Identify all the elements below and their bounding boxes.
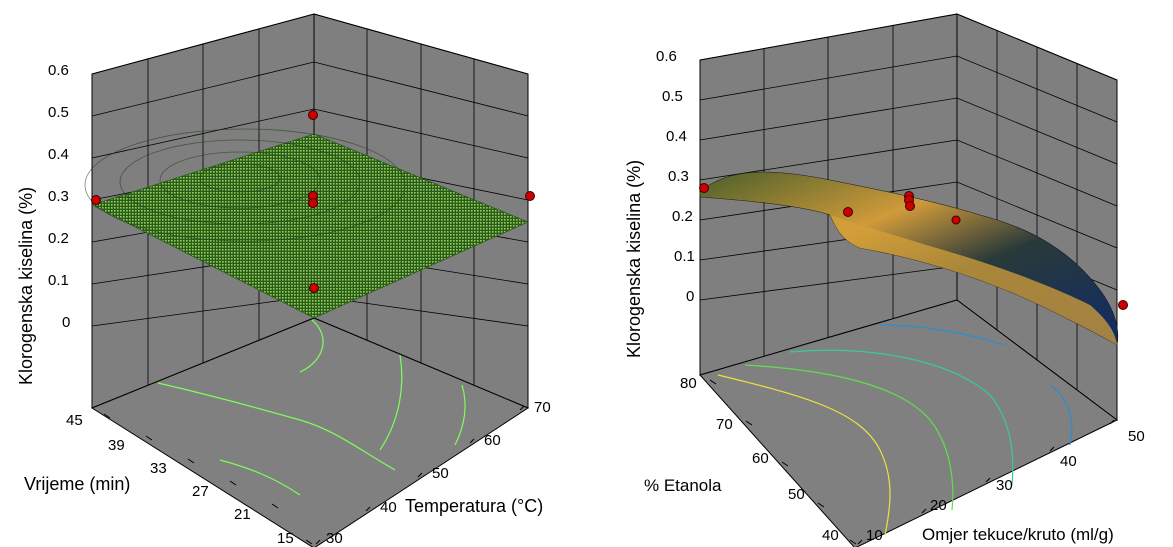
left-y-tick-label: 27	[192, 483, 209, 500]
right-floor	[699, 299, 1118, 547]
left-x-tick-label: 40	[380, 499, 397, 516]
left-surface-rings	[84, 128, 406, 242]
left-point	[308, 110, 318, 120]
right-y-tick-label: 60	[752, 450, 769, 467]
right-y-axis-label: % Etanola	[644, 476, 722, 495]
right-x-tick-label: 20	[930, 497, 947, 514]
right-point	[843, 207, 853, 217]
left-x-tick-label: 60	[484, 432, 501, 449]
right-y-ticks	[709, 379, 857, 545]
right-x-ticks	[857, 419, 1115, 545]
left-floor	[90, 317, 530, 547]
right-x-axis-label: Omjer tekuce/kruto (ml/g)	[922, 525, 1114, 544]
left-z-tick-label: 0.6	[48, 62, 69, 79]
left-z-axis-label: Klorogenska kiselina (%)	[16, 187, 36, 385]
left-y-axis-label: Vrijeme (min)	[24, 474, 130, 494]
left-y-tick-label: 15	[277, 530, 294, 547]
left-z-tick-label: 0	[62, 314, 70, 331]
left-z-tick-label: 0.4	[48, 146, 69, 163]
right-z-tick-label: 0	[686, 288, 694, 305]
left-x-ticks	[315, 405, 525, 545]
left-z-tick-label: 0.2	[48, 230, 69, 247]
left-response-surface	[90, 133, 530, 319]
left-x-tick-label: 50	[432, 465, 449, 482]
left-y-tick-label: 33	[150, 460, 167, 477]
left-z-tick-label: 0.1	[48, 272, 69, 289]
left-y-tick-label: 21	[234, 506, 251, 523]
right-z-tick-label: 0.1	[674, 248, 695, 265]
right-z-axis-label: Klorogenska kiselina (%)	[624, 160, 644, 358]
right-point	[951, 215, 961, 225]
left-point	[308, 198, 318, 208]
right-z-tick-label: 0.6	[656, 48, 677, 65]
left-y-tick-label: 45	[66, 412, 83, 429]
right-x-tick-label: 30	[996, 477, 1013, 494]
chart-left: 0.6 0.5 0.4 0.3 0.2 0.1 0 Klorogenska ki…	[16, 13, 551, 547]
right-z-tick-label: 0.2	[672, 208, 693, 225]
right-point	[905, 201, 915, 211]
right-x-tick-label: 50	[1128, 428, 1145, 445]
left-point	[91, 195, 101, 205]
right-y-tick-label: 80	[680, 375, 697, 392]
right-z-tick-label: 0.3	[668, 168, 689, 185]
right-x-tick-label: 40	[1060, 453, 1077, 470]
right-y-tick-label: 40	[822, 527, 839, 544]
left-x-tick-label: 30	[326, 530, 343, 547]
left-data-points	[91, 110, 535, 293]
right-y-tick-label: 50	[788, 486, 805, 503]
left-z-ticks: 0.6 0.5 0.4 0.3 0.2 0.1 0	[48, 62, 70, 331]
left-z-tick-label: 0.3	[48, 188, 69, 205]
left-x-tick-label: 70	[534, 399, 551, 416]
left-x-axis-label: Temperatura (°C)	[405, 496, 543, 516]
left-y-ticks	[103, 413, 313, 545]
right-point	[1118, 300, 1128, 310]
right-x-tick-label: 10	[866, 527, 883, 544]
left-point	[525, 191, 535, 201]
right-floor-contours	[717, 324, 1073, 536]
left-y-tick-label: 39	[108, 437, 125, 454]
right-point	[699, 183, 709, 193]
right-z-ticks: 0.6 0.5 0.4 0.3 0.2 0.1 0	[656, 48, 695, 305]
right-response-surface-front	[830, 215, 1117, 345]
left-point	[309, 283, 319, 293]
left-z-tick-label: 0.5	[48, 104, 69, 121]
right-z-tick-label: 0.5	[662, 88, 683, 105]
right-z-tick-label: 0.4	[666, 128, 687, 145]
left-floor-contours	[157, 319, 466, 496]
right-y-tick-label: 70	[716, 416, 733, 433]
right-data-points	[699, 183, 1128, 310]
chart-right: 0.6 0.5 0.4 0.3 0.2 0.1 0 Klorogenska ki…	[624, 13, 1145, 547]
